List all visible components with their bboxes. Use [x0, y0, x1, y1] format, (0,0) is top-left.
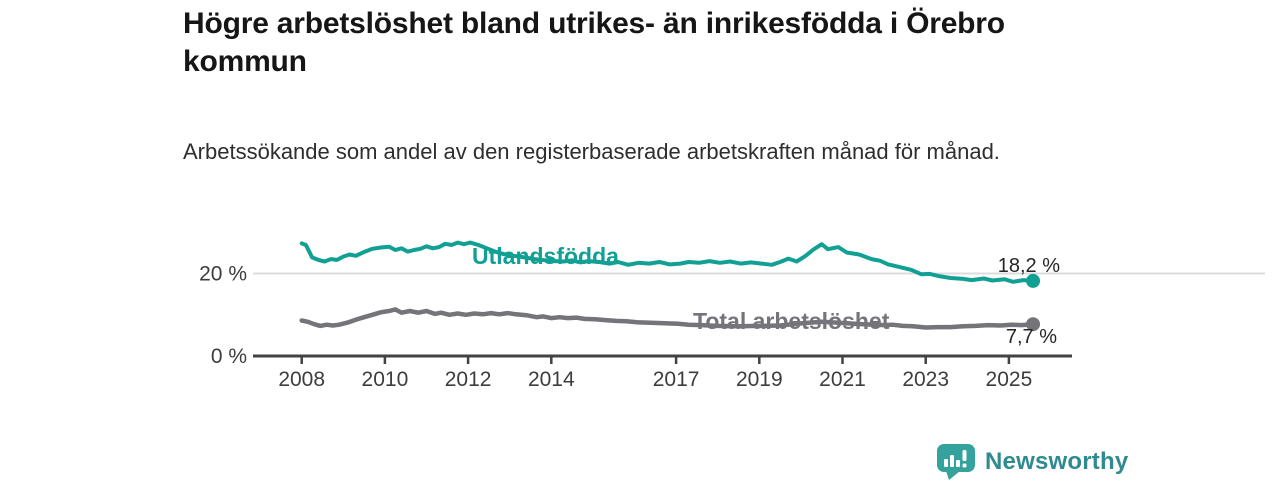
series-end-value-label: 7,7 % [1006, 326, 1057, 348]
newsworthy-bar-chart-bubble-icon [937, 444, 975, 480]
series-end-dot [1026, 317, 1041, 332]
series-inline-label: Total arbetslöshet [693, 308, 890, 334]
brand-name: Newsworthy [985, 448, 1129, 475]
newsworthy-logo: Newsworthy [936, 444, 1128, 480]
y-axis-tick-label: 0 % [211, 345, 247, 368]
series-end-dot [1026, 273, 1041, 288]
x-axis-tick-label: 2019 [736, 368, 783, 391]
series-line-total-arbetsloshet [299, 307, 1036, 330]
x-axis-tick-label: 2023 [902, 368, 949, 391]
y-axis-tick-label: 20 % [199, 263, 247, 286]
x-axis-tick-label: 2025 [986, 368, 1033, 391]
x-axis-tick-label: 2021 [819, 368, 866, 391]
x-axis-tick-label: 2014 [528, 368, 575, 391]
x-axis-tick-label: 2012 [445, 368, 492, 391]
series-end-value-label: 18,2 % [998, 255, 1060, 277]
series-line-utlandsfodda [299, 240, 1035, 284]
line-chart: 20 % 0 % 2008 2010 2012 2014 2017 2019 2021 2023 2… [180, 228, 1270, 403]
x-axis-tick-label: 2017 [653, 368, 700, 391]
chart-subtitle: Arbetssökande som andel av den registerb… [183, 139, 1000, 164]
line-chart-canvas: 20 % 0 % 2008 2010 2012 2014 2017 2019 2021 2023 2… [199, 240, 1265, 391]
x-axis-tick-label: 2010 [362, 368, 409, 391]
series-inline-label: Utlandsfödda [472, 243, 619, 269]
chart-title: Högre arbetslöshet bland utrikes- än inr… [183, 7, 1005, 78]
x-axis-tick-label: 2008 [278, 368, 325, 391]
